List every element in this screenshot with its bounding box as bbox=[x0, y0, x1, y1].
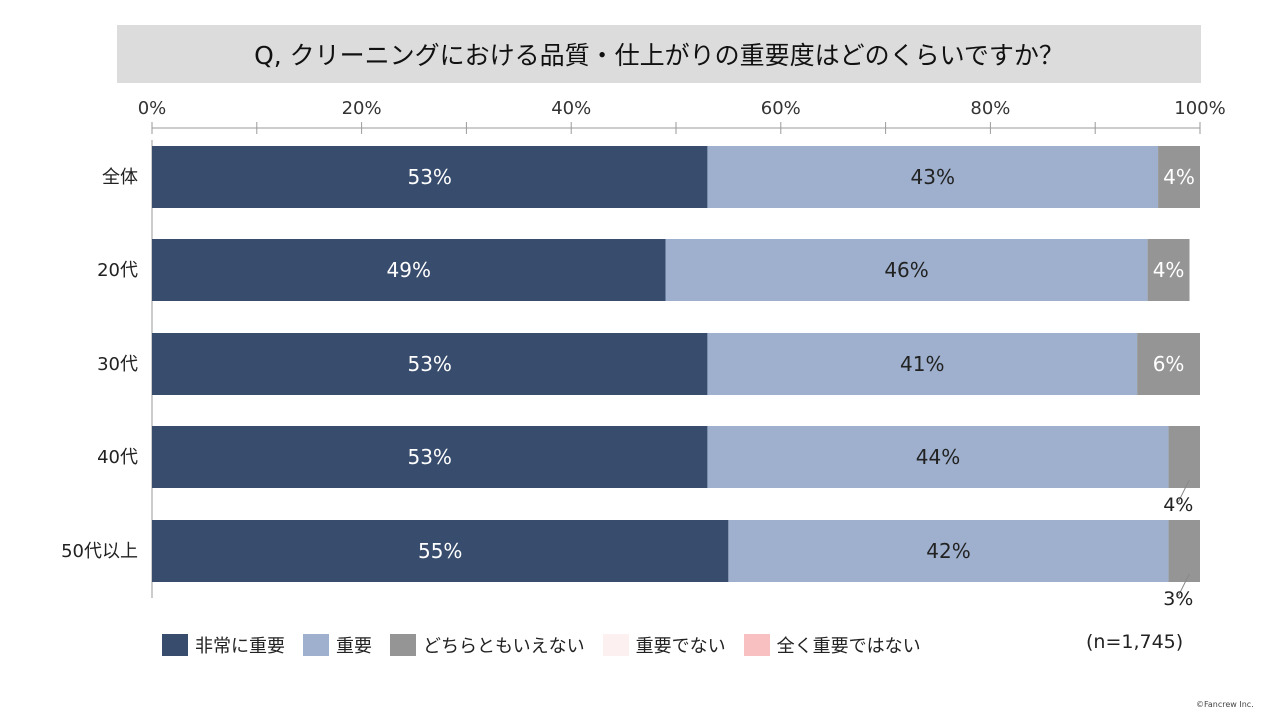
data-label: 53% bbox=[407, 445, 451, 469]
data-label: 4% bbox=[1163, 165, 1195, 189]
category-label: 20代 bbox=[97, 260, 138, 281]
data-label-leader bbox=[1177, 479, 1190, 503]
category-label: 40代 bbox=[97, 447, 138, 468]
data-label: 44% bbox=[916, 445, 960, 469]
data-label: 4% bbox=[1153, 258, 1185, 282]
data-label: 41% bbox=[900, 352, 944, 376]
data-label: 3% bbox=[1163, 588, 1193, 610]
bar-segment bbox=[665, 239, 1148, 301]
bar-segment bbox=[152, 146, 708, 208]
legend-label: 重要でない bbox=[635, 636, 726, 657]
bar-segment bbox=[707, 333, 1138, 395]
bar-segment bbox=[1158, 146, 1200, 208]
x-tick-label: 40% bbox=[551, 98, 591, 119]
legend-label: 重要 bbox=[336, 636, 372, 657]
bar-segment bbox=[1168, 426, 1200, 488]
category-label: 全体 bbox=[102, 167, 138, 188]
bar-segment bbox=[152, 426, 708, 488]
x-tick-label: 60% bbox=[761, 98, 801, 119]
bar-segment bbox=[152, 239, 666, 301]
x-tick-label: 20% bbox=[342, 98, 382, 119]
bar-segment bbox=[1168, 520, 1200, 582]
legend-item: どちらともいえない bbox=[390, 632, 585, 658]
legend-item: 重要 bbox=[303, 632, 372, 658]
bar-segment bbox=[1137, 333, 1200, 395]
bar-segment bbox=[707, 426, 1169, 488]
legend: 非常に重要 重要 どちらともいえない 重要でない 全く重要ではない bbox=[162, 632, 939, 658]
category-label: 50代以上 bbox=[61, 541, 138, 562]
bar-segment bbox=[707, 146, 1159, 208]
data-label-leader bbox=[1177, 573, 1190, 597]
legend-label: どちらともいえない bbox=[423, 636, 585, 657]
data-label: 55% bbox=[418, 539, 462, 563]
legend-swatch bbox=[602, 634, 629, 656]
legend-label: 全く重要ではない bbox=[776, 636, 921, 657]
data-label: 42% bbox=[926, 539, 970, 563]
data-label: 6% bbox=[1153, 352, 1185, 376]
data-label: 49% bbox=[387, 258, 431, 282]
legend-swatch bbox=[162, 634, 188, 656]
data-label: 53% bbox=[407, 352, 451, 376]
data-label: 43% bbox=[911, 165, 955, 189]
legend-swatch bbox=[743, 634, 770, 656]
legend-item: 全く重要ではない bbox=[743, 632, 921, 658]
chart-title: Q, クリーニングにおける品質・仕上がりの重要度はどのくらいですか？ bbox=[117, 25, 1201, 83]
data-label: 53% bbox=[407, 165, 451, 189]
bar-segment bbox=[728, 520, 1169, 582]
category-label: 30代 bbox=[97, 354, 138, 375]
legend-item: 重要でない bbox=[602, 632, 726, 658]
legend-swatch bbox=[390, 634, 416, 656]
bar-segment bbox=[152, 520, 729, 582]
bar-segment bbox=[1147, 239, 1190, 301]
legend-label: 非常に重要 bbox=[195, 636, 285, 657]
legend-swatch bbox=[303, 634, 329, 656]
bar-segment bbox=[152, 333, 708, 395]
data-label: 4% bbox=[1163, 494, 1193, 516]
legend-item: 非常に重要 bbox=[162, 632, 285, 658]
copyright-text: ©Fancrew Inc. bbox=[1196, 700, 1254, 709]
x-tick-label: 100% bbox=[1174, 98, 1225, 119]
sample-size-note: (n=1,745) bbox=[1086, 631, 1184, 653]
data-label: 46% bbox=[884, 258, 928, 282]
x-tick-label: 0% bbox=[138, 98, 167, 119]
x-tick-label: 80% bbox=[970, 98, 1010, 119]
